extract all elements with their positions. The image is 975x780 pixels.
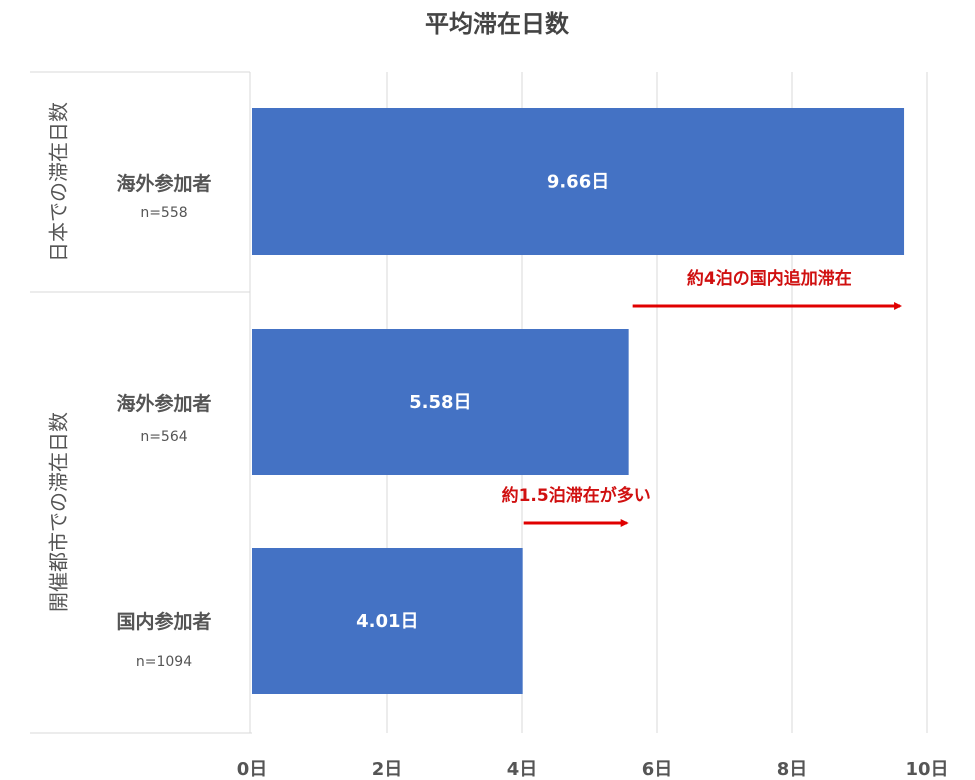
x-tick-label: 10日 bbox=[905, 759, 948, 780]
annotation-text: 約4泊の国内追加滞在 bbox=[687, 268, 852, 289]
group-label-japan: 日本での滞在日数 bbox=[47, 102, 71, 262]
annotation-text: 約1.5泊滞在が多い bbox=[502, 485, 651, 506]
bar bbox=[252, 548, 523, 694]
chart-title: 平均滞在日数 bbox=[425, 10, 570, 38]
x-tick-label: 6日 bbox=[642, 759, 673, 780]
x-tick-label: 0日 bbox=[237, 759, 268, 780]
x-tick-label: 4日 bbox=[507, 759, 538, 780]
sample-size: n=564 bbox=[140, 429, 187, 445]
x-tick-label: 8日 bbox=[777, 759, 808, 780]
data-label: 5.58日 bbox=[409, 392, 471, 413]
group-label-host-city: 開催都市での滞在日数 bbox=[47, 412, 71, 612]
category-label: 国内参加者 bbox=[116, 610, 211, 633]
sample-size: n=558 bbox=[140, 205, 187, 221]
sample-size: n=1094 bbox=[136, 654, 192, 670]
data-label: 4.01日 bbox=[356, 611, 418, 632]
category-label: 海外参加者 bbox=[116, 392, 211, 415]
data-label: 9.66日 bbox=[547, 172, 609, 193]
x-tick-label: 2日 bbox=[372, 759, 403, 780]
category-label: 海外参加者 bbox=[116, 172, 211, 195]
bar bbox=[252, 108, 905, 255]
bar bbox=[252, 329, 629, 475]
